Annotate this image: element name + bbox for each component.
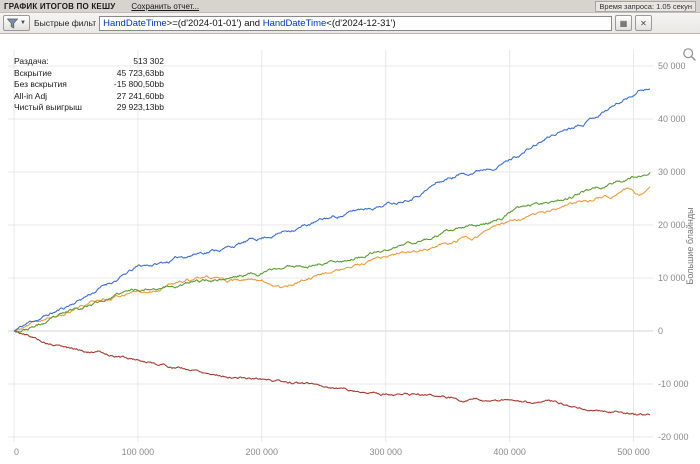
stat-label: Без вскрытия (14, 79, 67, 89)
stat-showdown: Вскрытие 45 723,63bb (14, 68, 164, 80)
apply-filter-button[interactable]: ▦ (615, 15, 632, 31)
stat-allin-adj: All-in Adj 27 241,60bb (14, 91, 164, 103)
clear-filter-button[interactable]: ✕ (635, 15, 652, 31)
svg-text:10 000: 10 000 (658, 273, 686, 283)
query-token: HandDateTime (103, 17, 167, 29)
svg-text:300 000: 300 000 (369, 447, 402, 457)
filter-toolbar: ▼ Быстрые фильт HandDateTime>=(d'2024-01… (0, 13, 700, 34)
svg-text:0: 0 (14, 447, 19, 457)
grid-icon: ▦ (619, 18, 628, 28)
stat-value: -15 800,50bb (113, 79, 164, 89)
svg-text:0: 0 (658, 326, 663, 336)
stat-hands: Раздача: 513 302 (14, 56, 164, 68)
stat-value: 513 302 (133, 56, 164, 66)
filter-query-input[interactable]: HandDateTime>=(d'2024-01-01') and HandDa… (99, 15, 612, 31)
svg-text:Большие блайнды: Большие блайнды (685, 207, 695, 284)
svg-text:30 000: 30 000 (658, 167, 686, 177)
query-token: >=(d'2024-01-01') and (166, 17, 263, 29)
line-chart-canvas[interactable]: 50 000 40 000 30 000 20 000 10 000 0 -10 000 -2… (0, 34, 700, 464)
quick-filter-button[interactable]: ▼ (3, 15, 30, 31)
query-token: <(d'2024-12-31') (326, 17, 396, 29)
query-token: HandDateTime (262, 17, 327, 29)
funnel-icon (7, 18, 19, 29)
magnifier-icon[interactable] (681, 47, 697, 63)
svg-text:400 000: 400 000 (493, 447, 526, 457)
close-icon: ✕ (640, 18, 647, 28)
query-time-badge: Время запроса: 1.05 секун (595, 0, 696, 12)
stat-value: 29 923,13bb (116, 102, 164, 112)
stat-value: 27 241,60bb (116, 90, 164, 101)
svg-text:-10 000: -10 000 (658, 379, 689, 389)
svg-text:40 000: 40 000 (658, 114, 686, 124)
svg-text:50 000: 50 000 (658, 61, 686, 71)
stat-label: Вскрытие (14, 67, 52, 78)
stat-non-showdown: Без вскрытия -15 800,50bb (14, 79, 164, 91)
chart-legend-stats: Раздача: 513 302 Вскрытие 45 723,63bb Бе… (14, 56, 164, 114)
svg-text:20 000: 20 000 (658, 220, 686, 230)
svg-text:200 000: 200 000 (246, 447, 279, 457)
stat-net-won: Чистый выигрыш 29 923,13bb (14, 102, 164, 114)
stat-value: 45 723,63bb (116, 67, 164, 78)
quick-filter-label: Быстрые фильт (34, 18, 97, 28)
title-bar: ГРАФИК ИТОГОВ ПО КЕШУ Сохранить отчет...… (0, 0, 700, 13)
save-report-link[interactable]: Сохранить отчет... (131, 1, 200, 11)
stat-label: Чистый выигрыш (14, 102, 82, 112)
chevron-down-icon: ▼ (20, 20, 26, 26)
stat-label: Раздача: (14, 56, 49, 66)
svg-text:500 000: 500 000 (617, 447, 650, 457)
svg-text:100 000: 100 000 (122, 447, 155, 457)
page-title: ГРАФИК ИТОГОВ ПО КЕШУ (4, 1, 116, 11)
svg-text:-20 000: -20 000 (658, 432, 689, 442)
stat-label: All-in Adj (14, 90, 48, 101)
results-chart[interactable]: 50 000 40 000 30 000 20 000 10 000 0 -10 000 -2… (0, 34, 700, 464)
